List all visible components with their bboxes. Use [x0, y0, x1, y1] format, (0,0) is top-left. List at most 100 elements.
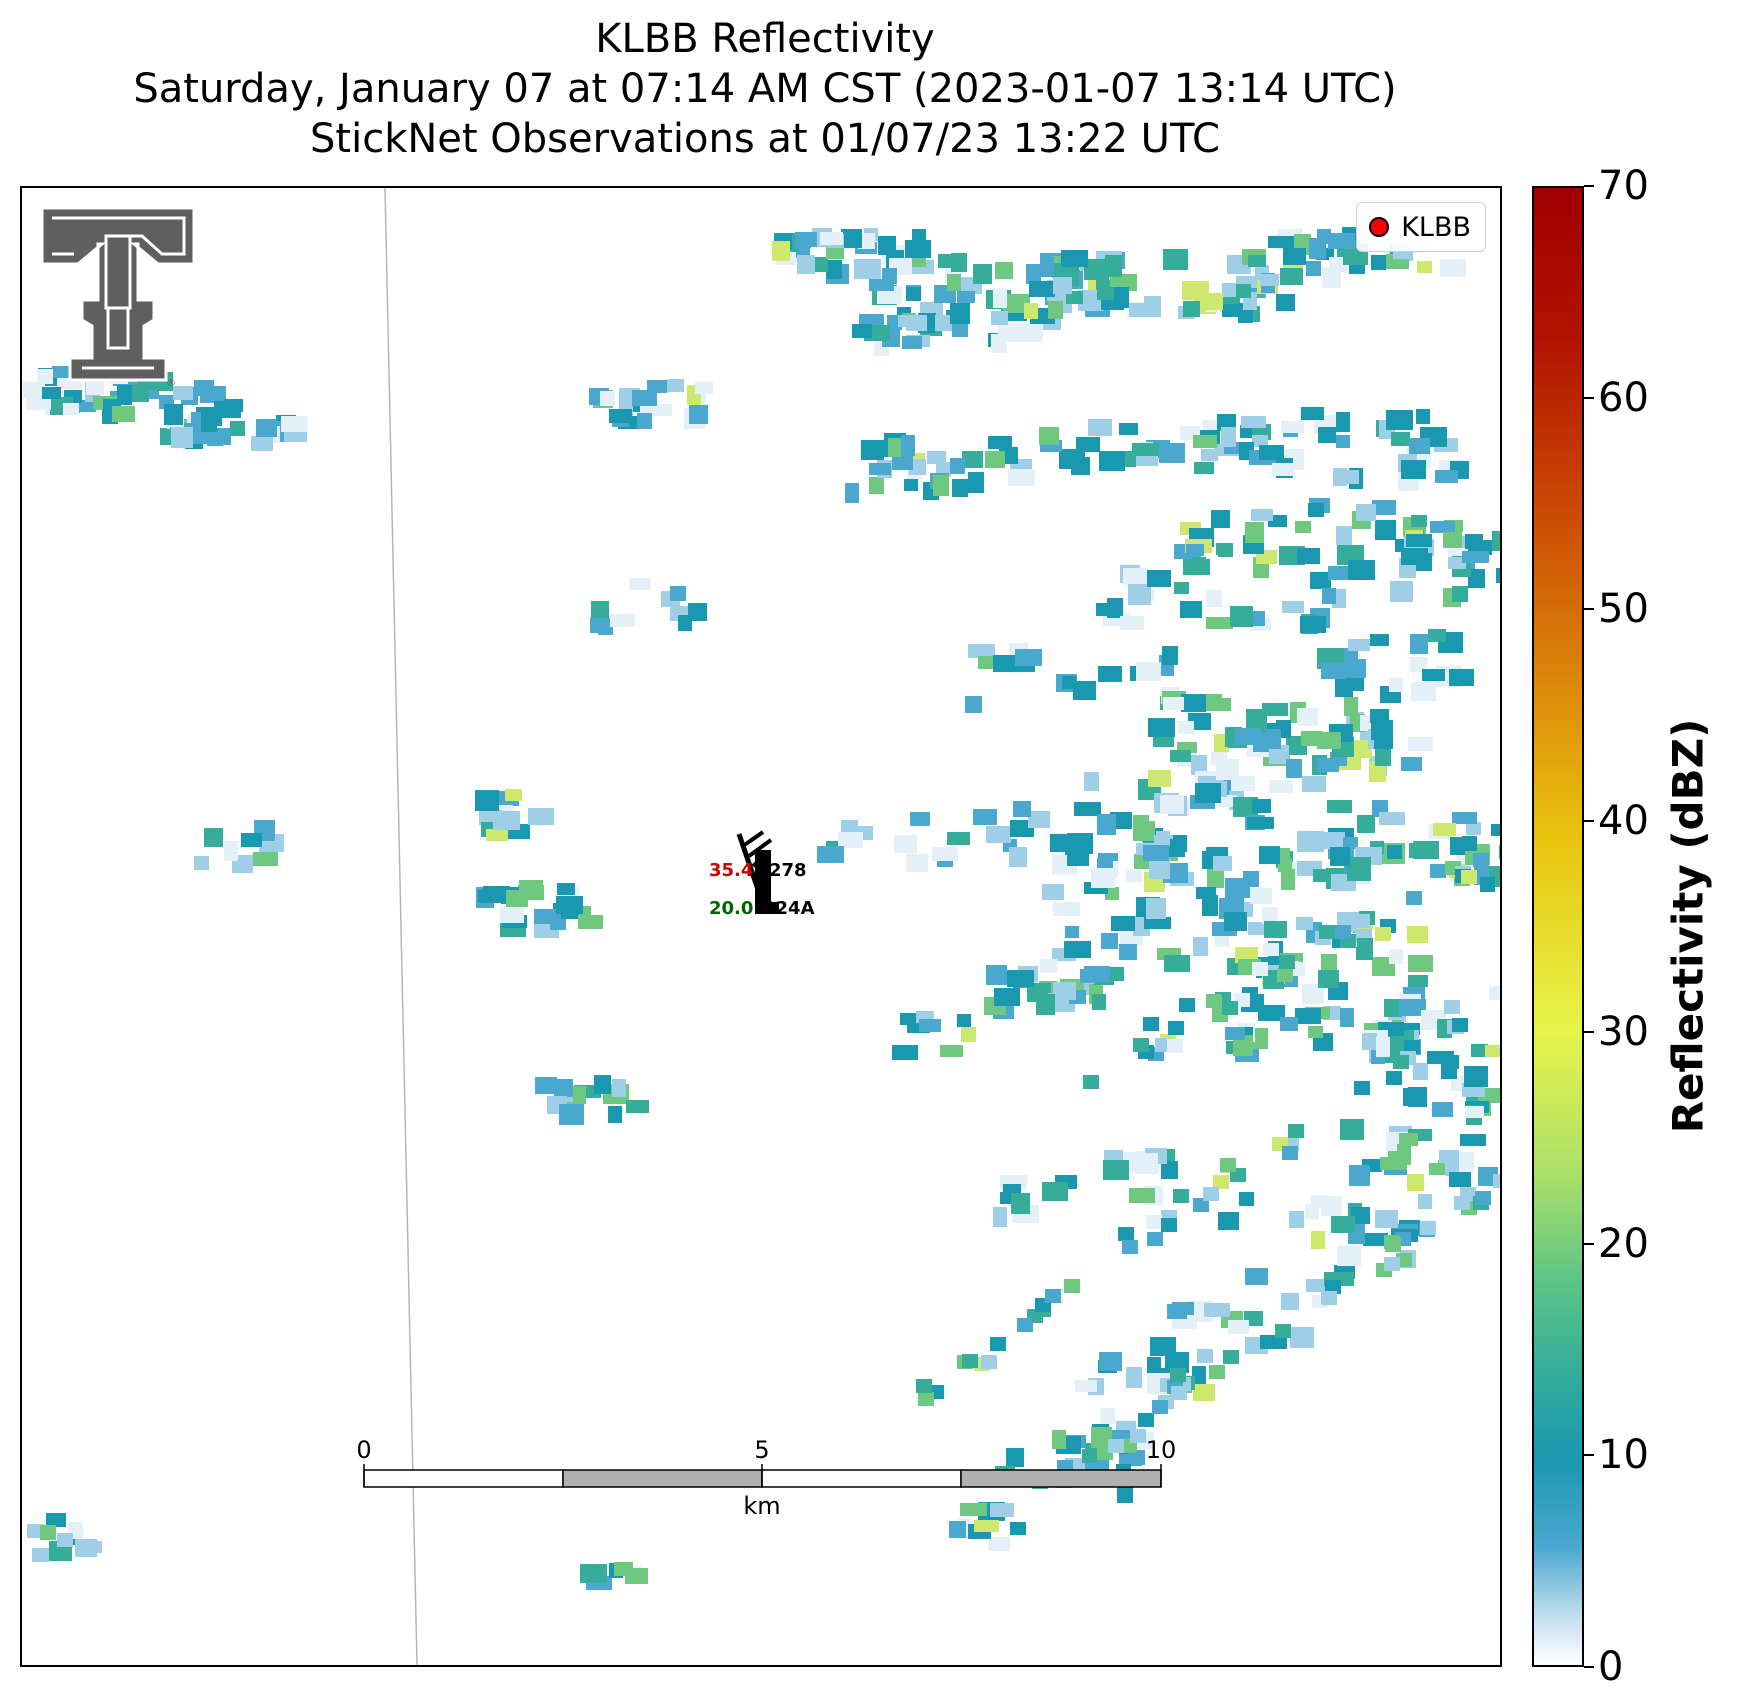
reflectivity-cell: [1252, 435, 1268, 447]
radar-map[interactable]: ® 35.4 278 20.0 224A 0 5 10 km: [20, 186, 1502, 1667]
reflectivity-cell: [1322, 588, 1336, 604]
reflectivity-cell: [1410, 634, 1428, 654]
reflectivity-cell: [486, 829, 508, 841]
reflectivity-cell: [1460, 1134, 1486, 1146]
reflectivity-cell: [1399, 999, 1426, 1016]
reflectivity-cell: [505, 789, 522, 801]
reflectivity-cell: [500, 906, 524, 923]
reflectivity-cell: [1295, 521, 1311, 533]
reflectivity-cell: [1165, 1352, 1189, 1373]
reflectivity-cell: [609, 409, 632, 423]
colorbar-tick-mark: [1584, 819, 1594, 822]
reflectivity-cell: [281, 416, 307, 432]
reflectivity-cell: [1062, 676, 1076, 689]
double-t-logo-inner: [52, 216, 186, 370]
reflectivity-cell: [1416, 409, 1430, 424]
reflectivity-cell: [1281, 1293, 1299, 1310]
reflectivity-cell: [1356, 504, 1376, 521]
reflectivity-cell: [1321, 662, 1346, 679]
reflectivity-cell: [632, 390, 657, 406]
reflectivity-cell: [1183, 559, 1210, 575]
reflectivity-cell: [256, 419, 277, 437]
reflectivity-cell: [1075, 1380, 1097, 1392]
reflectivity-cell: [667, 379, 684, 392]
reflectivity-cell: [912, 229, 926, 243]
reflectivity-cell: [990, 1503, 1014, 1517]
reflectivity-cell: [1053, 277, 1072, 294]
reflectivity-cell: [991, 311, 1008, 325]
reflectivity-cell: [1344, 697, 1358, 716]
reflectivity-cell: [1252, 799, 1271, 813]
reflectivity-cell: [1375, 1210, 1398, 1228]
reflectivity-cell: [1305, 1204, 1319, 1219]
reflectivity-cell: [1282, 1146, 1298, 1160]
reflectivity-cell: [1282, 601, 1304, 613]
reflectivity-cell: [1096, 603, 1116, 616]
scale-unit: km: [743, 1492, 780, 1520]
reflectivity-cell: [1064, 1279, 1080, 1293]
reflectivity-cell: [1074, 802, 1101, 816]
reflectivity-cell: [253, 852, 278, 866]
reflectivity-cell: [1065, 926, 1079, 938]
reflectivity-cell: [224, 841, 238, 861]
reflectivity-cell: [241, 833, 262, 847]
reflectivity-cell: [590, 617, 606, 633]
reflectivity-cell: [670, 586, 686, 601]
reflectivity-cell: [1053, 982, 1076, 1000]
reflectivity-cell: [1439, 1150, 1459, 1163]
reflectivity-cell: [63, 403, 79, 415]
reflectivity-cell: [1347, 862, 1371, 881]
colorbar-tick-mark: [1584, 608, 1594, 611]
reflectivity-cell: [1213, 856, 1232, 871]
reflectivity-cell: [973, 264, 992, 284]
reflectivity-cell: [1296, 917, 1313, 930]
reflectivity-cell: [1413, 841, 1439, 859]
reflectivity-cell: [1084, 772, 1099, 791]
reflectivity-cell: [1288, 1124, 1304, 1138]
reflectivity-cell: [1195, 783, 1221, 803]
reflectivity-cell: [1370, 634, 1389, 646]
reflectivity-cell: [1245, 1268, 1268, 1285]
reflectivity-cell: [519, 880, 543, 892]
legend-label: KLBB: [1401, 211, 1471, 243]
registered-mark: ®: [166, 378, 176, 389]
reflectivity-cell: [1496, 568, 1500, 583]
reflectivity-cell: [200, 386, 226, 403]
reflectivity-cell: [1118, 1227, 1134, 1241]
colorbar-title: Reflectivity (dBZ): [1663, 718, 1713, 1134]
reflectivity-cell: [1281, 421, 1304, 433]
reflectivity-cell: [1042, 1182, 1068, 1201]
reflectivity-cell: [1336, 435, 1350, 448]
reflectivity-cell: [904, 479, 918, 491]
reflectivity-cell: [1337, 1246, 1361, 1266]
reflectivity-cell: [1371, 255, 1386, 270]
reflectivity-cell: [1152, 1400, 1168, 1414]
reflectivity-cell: [993, 1207, 1007, 1227]
reflectivity-cell: [117, 385, 132, 405]
reflectivity-cell: [1067, 846, 1089, 866]
reflectivity-cell: [1260, 274, 1279, 286]
reflectivity-cell: [1099, 451, 1125, 471]
reflectivity-cell: [1203, 1187, 1219, 1201]
reflectivity-cell: [868, 444, 888, 457]
reflectivity-cell: [1148, 770, 1171, 787]
reflectivity-cell: [1168, 1021, 1184, 1035]
reflectivity-cell: [1220, 1158, 1236, 1172]
station-id-278: 278: [769, 860, 807, 881]
reflectivity-cell: [960, 1503, 987, 1516]
reflectivity-cell: [1098, 666, 1122, 682]
reflectivity-cell: [1390, 581, 1413, 602]
reflectivity-cell: [1080, 969, 1100, 983]
reflectivity-cell: [1491, 824, 1500, 836]
reflectivity-cell: [1318, 427, 1336, 443]
reflectivity-cell: [1335, 925, 1351, 939]
reflectivity-cell: [1143, 845, 1169, 861]
reflectivity-cell: [1101, 933, 1118, 949]
reflectivity-cell: [1174, 582, 1189, 594]
reflectivity-cell: [1411, 515, 1427, 527]
reflectivity-cell: [1211, 752, 1227, 765]
reflectivity-cell: [974, 1520, 999, 1532]
reflectivity-cell: [1161, 1218, 1177, 1232]
reflectivity-cell: [1006, 1448, 1024, 1467]
reflectivity-cell: [32, 1548, 49, 1562]
